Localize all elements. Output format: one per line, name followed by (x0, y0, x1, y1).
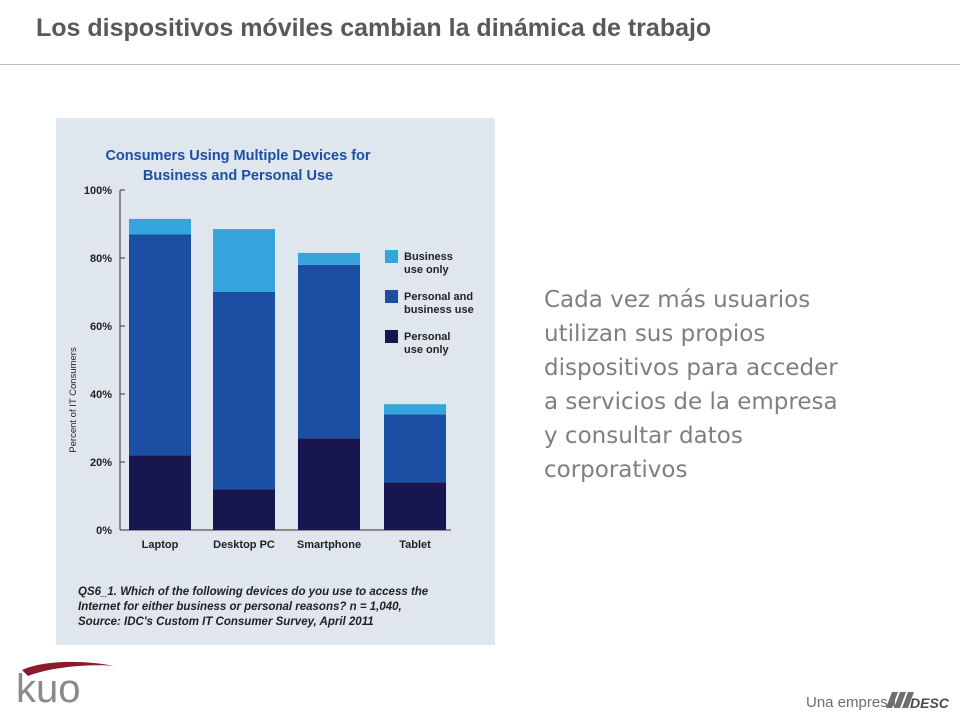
kuo-logo-text: kuo (16, 667, 81, 711)
bar-segment (384, 404, 446, 415)
legend-swatch (385, 330, 398, 343)
bar-segment (129, 218, 191, 235)
x-tick-label: Desktop PC (213, 539, 275, 551)
title-divider (0, 64, 960, 65)
bar-segment (129, 234, 191, 456)
x-tick-label: Laptop (142, 539, 179, 551)
bar-segment (298, 252, 360, 265)
desc-logo-mark-icon: DESC (886, 692, 950, 711)
y-tick-label: 60% (90, 321, 112, 333)
body-text: Cada vez más usuarios utilizan sus propi… (544, 287, 838, 483)
bar-segment (213, 489, 275, 530)
y-tick-label: 80% (90, 253, 112, 265)
kuo-logo: kuo (14, 656, 124, 716)
desc-logo: DESC (882, 686, 952, 716)
bar-segment (213, 292, 275, 490)
stacked-bar-chart: Consumers Using Multiple Devices for Busi… (68, 148, 474, 628)
x-tick-label: Tablet (399, 539, 431, 551)
legend-swatch (385, 250, 398, 263)
y-tick-label: 20% (90, 457, 112, 469)
tagline: Una empresa (806, 694, 897, 711)
bar-segment (298, 438, 360, 530)
kuo-logo-mark-icon: kuo (16, 661, 114, 711)
bar-segment (298, 264, 360, 439)
x-tick-label: Smartphone (297, 539, 361, 551)
bar-segment (129, 455, 191, 530)
chart-footnote: QS6_1. Which of the following devices do… (78, 586, 429, 628)
y-tick-label: 100% (84, 185, 112, 197)
legend-label: Personal and business use (404, 291, 474, 316)
y-axis-label: Percent of IT Consumers (68, 347, 79, 453)
legend-label: Business use only (404, 251, 453, 276)
chart-title: Consumers Using Multiple Devices for Busi… (105, 148, 370, 184)
y-tick-label: 0% (96, 525, 112, 537)
bar-segment (384, 482, 446, 530)
desc-logo-text: DESC (910, 695, 950, 711)
chart-panel: Consumers Using Multiple Devices for Busi… (56, 118, 495, 645)
legend-swatch (385, 290, 398, 303)
slide-title: Los dispositivos móviles cambian la diná… (36, 14, 712, 42)
legend-label: Personal use only (404, 331, 450, 356)
bar-segment (384, 414, 446, 483)
y-tick-label: 40% (90, 389, 112, 401)
bar-segment (213, 229, 275, 292)
